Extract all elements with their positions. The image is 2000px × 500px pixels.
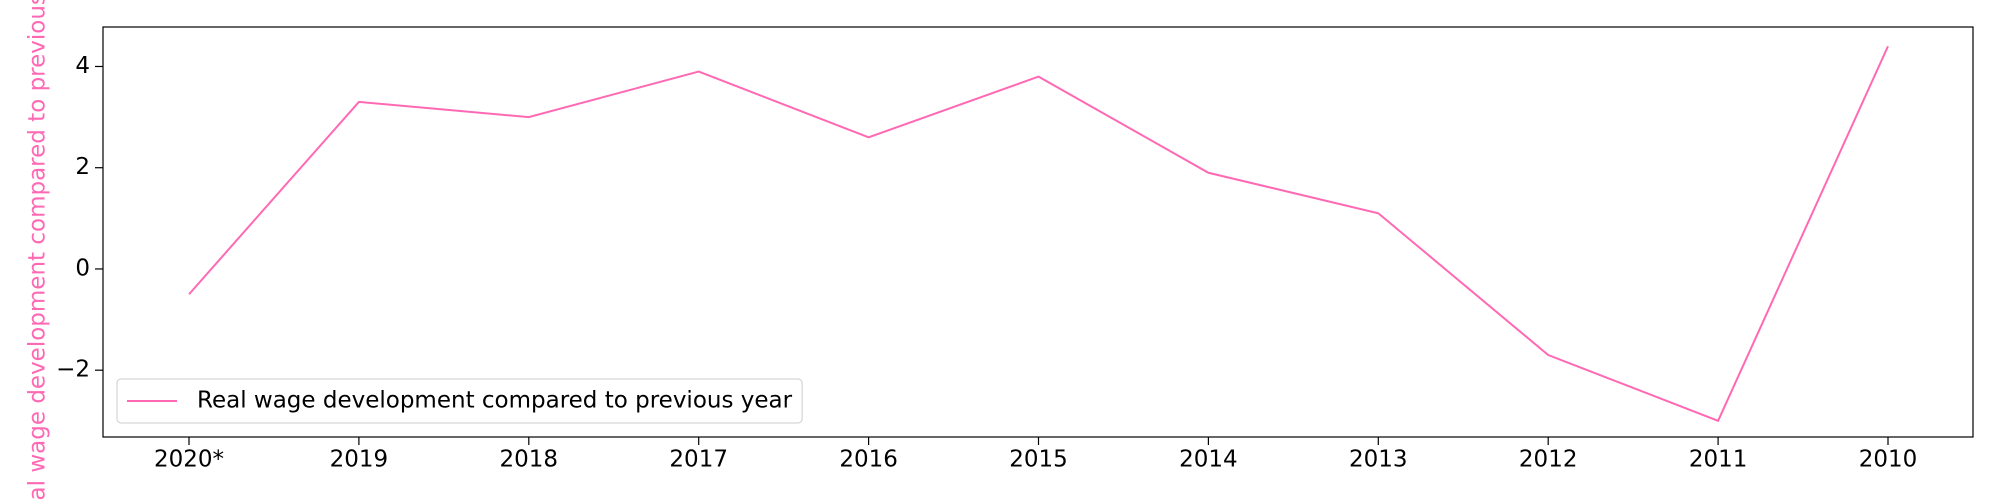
y-tick-label: 2 (75, 154, 90, 180)
legend: Real wage development compared to previo… (116, 378, 803, 424)
y-axis-label: Real wage development compared to previo… (25, 0, 51, 500)
y-tick-label: 4 (75, 53, 90, 79)
y-tick-label: −2 (56, 357, 90, 383)
x-tick-label: 2020* (154, 447, 224, 473)
plot-frame (102, 26, 1974, 438)
x-tick-label: 2017 (669, 447, 728, 473)
x-tick-label: 2011 (1689, 447, 1748, 473)
x-tick-label: 2010 (1859, 447, 1918, 473)
line (188, 45, 1889, 423)
x-tick-label: 2012 (1519, 447, 1578, 473)
x-tick-label: 2014 (1179, 447, 1238, 473)
x-tick-label: 2019 (330, 447, 389, 473)
x-tick-label: 2013 (1349, 447, 1408, 473)
x-tick-label: 2018 (500, 447, 559, 473)
x-tick-label: 2015 (1009, 447, 1068, 473)
legend-frame (116, 378, 803, 424)
legend-label: Real wage development compared to previo… (197, 388, 793, 414)
y-tick-label: 0 (75, 255, 90, 281)
x-tick-label: 2016 (839, 447, 898, 473)
